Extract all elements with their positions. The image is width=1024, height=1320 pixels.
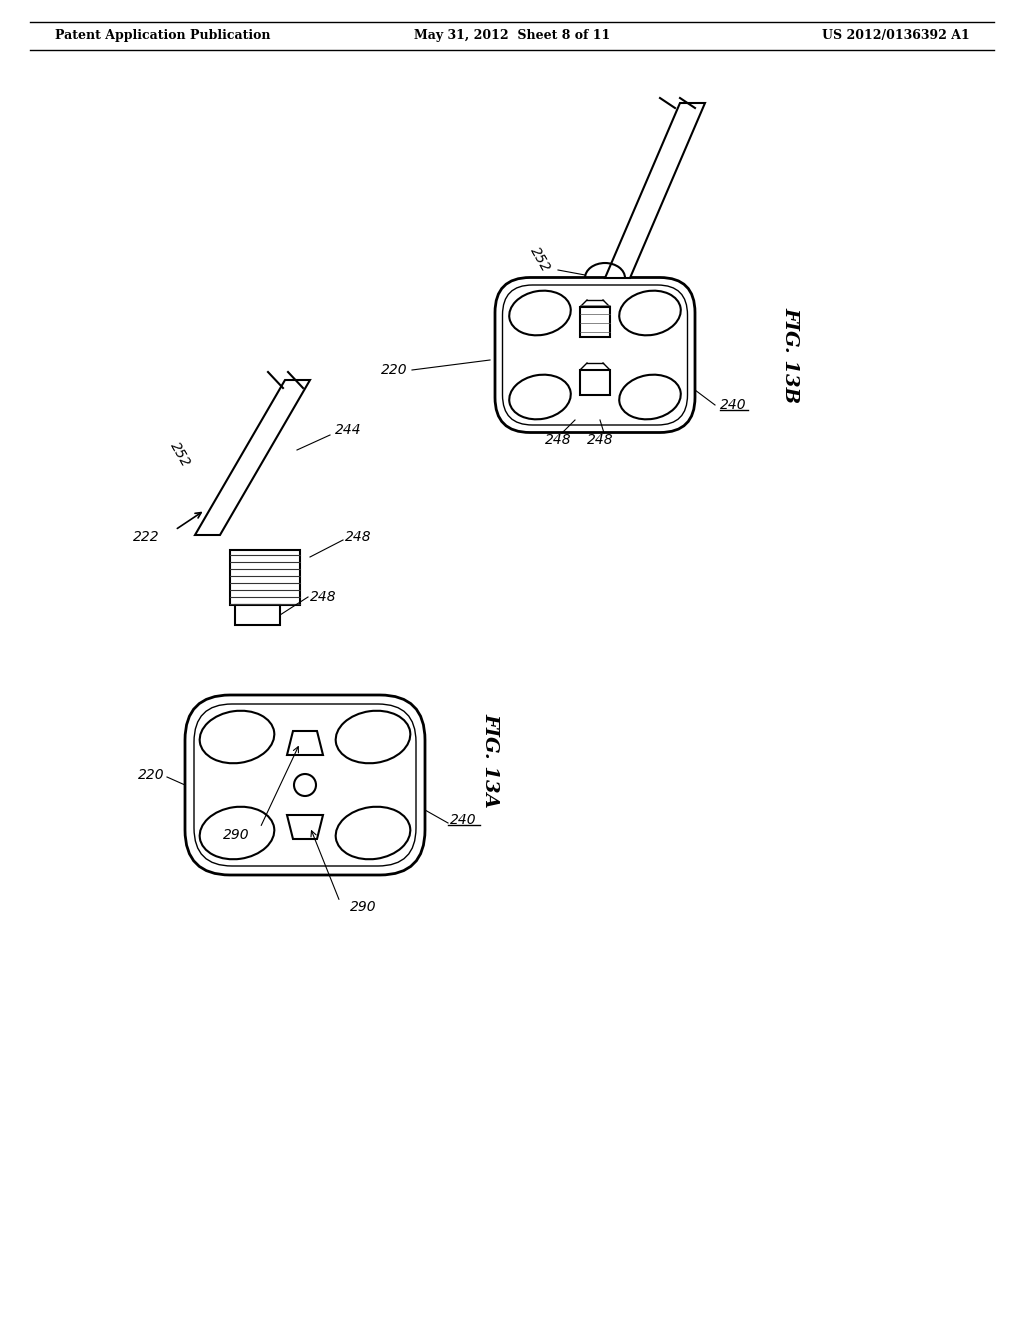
Polygon shape — [287, 731, 323, 755]
Text: US 2012/0136392 A1: US 2012/0136392 A1 — [822, 29, 970, 41]
Text: 248: 248 — [310, 590, 337, 605]
Text: 240: 240 — [450, 813, 476, 828]
Text: 252: 252 — [167, 440, 193, 470]
Text: May 31, 2012  Sheet 8 of 11: May 31, 2012 Sheet 8 of 11 — [414, 29, 610, 41]
Text: 244: 244 — [335, 422, 361, 437]
Polygon shape — [195, 380, 310, 535]
Text: 248: 248 — [545, 433, 571, 447]
Bar — [580, 308, 610, 337]
Polygon shape — [605, 103, 705, 279]
Text: 248: 248 — [345, 531, 372, 544]
Polygon shape — [234, 605, 280, 624]
Text: Patent Application Publication: Patent Application Publication — [55, 29, 270, 41]
Text: 290: 290 — [350, 900, 377, 913]
Text: 220: 220 — [138, 768, 165, 781]
Bar — [580, 370, 610, 395]
Text: 252: 252 — [527, 246, 553, 275]
Text: 222: 222 — [133, 531, 160, 544]
Text: 220: 220 — [381, 363, 408, 378]
Polygon shape — [287, 814, 323, 840]
Text: 240: 240 — [720, 399, 746, 412]
Text: FIG. 13B: FIG. 13B — [781, 308, 799, 403]
Polygon shape — [230, 550, 300, 605]
Text: 290: 290 — [223, 828, 250, 842]
Text: FIG. 13A: FIG. 13A — [481, 713, 499, 808]
Text: 248: 248 — [587, 433, 613, 447]
